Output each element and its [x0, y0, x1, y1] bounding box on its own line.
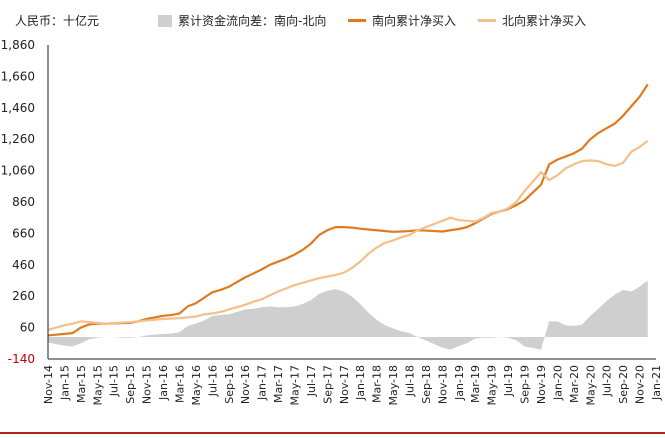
unit-label: 人民币：十亿元	[15, 14, 100, 28]
x-tick-label: Sep-15	[124, 365, 137, 404]
bottom-rule	[0, 432, 665, 434]
y-tick-label: 60	[20, 321, 35, 335]
x-tick-label: Nov-15	[141, 365, 154, 404]
x-tick-label: Nov-20	[634, 365, 647, 404]
y-tick-label: 1,260	[1, 132, 35, 146]
x-tick-label: Jul-19	[502, 365, 515, 397]
y-tick-label: 1,660	[1, 69, 35, 83]
x-tick-label: Sep-20	[617, 365, 630, 404]
northbound-line	[47, 139, 649, 332]
x-tick-label: Sep-16	[223, 365, 236, 404]
x-tick-label: Mar-17	[272, 365, 285, 403]
x-tick-label: Jan-17	[256, 365, 269, 401]
x-tick-label: Mar-20	[568, 365, 581, 403]
legend-item-difference: 累计资金流向差：南向-北向	[158, 12, 326, 29]
x-tick-label: May-18	[387, 365, 400, 406]
x-tick-label: Jan-20	[551, 365, 564, 401]
x-tick-label: Sep-18	[420, 365, 433, 404]
x-tick-label: Jul-17	[305, 365, 318, 397]
y-tick-label: 860	[12, 195, 35, 209]
x-tick-label: Jan-19	[453, 365, 466, 401]
legend-item-southbound: 南向累计净买入	[348, 12, 456, 29]
x-tick-label: Mar-18	[371, 365, 384, 403]
y-tick-label: 460	[12, 258, 35, 272]
y-tick-label: 1,860	[1, 38, 35, 52]
x-tick-label: Jan-15	[58, 365, 71, 401]
x-tick-label: Jul-18	[404, 365, 417, 397]
x-tick-label: May-17	[288, 365, 301, 406]
x-tick-label: Jul-15	[108, 365, 121, 397]
legend-swatch-northbound	[478, 19, 496, 22]
x-tick-label: Mar-16	[173, 365, 186, 403]
x-tick-label: Jul-20	[601, 365, 614, 397]
y-tick-label: 1,060	[1, 164, 35, 178]
x-tick-label: May-19	[486, 365, 499, 406]
legend-swatch-area	[158, 14, 172, 27]
legend-item-northbound: 北向累计净买入	[478, 12, 586, 29]
y-tick-label: 1,460	[1, 101, 35, 115]
x-tick-label: Nov-16	[239, 365, 252, 404]
x-tick-label: Mar-19	[469, 365, 482, 403]
x-tick-label: Sep-19	[519, 365, 532, 404]
legend-swatch-southbound	[348, 19, 366, 22]
legend-label-southbound: 南向累计净买入	[372, 14, 457, 28]
x-tick-label: May-15	[91, 365, 104, 406]
x-tick-label: Jul-16	[206, 365, 219, 397]
x-tick-label: Nov-18	[436, 365, 449, 404]
x-tick-label: Nov-17	[338, 365, 351, 404]
difference-area	[48, 280, 648, 350]
y-tick-label: -140	[8, 352, 35, 366]
x-tick-label: May-20	[584, 365, 597, 406]
x-tick-label: Mar-15	[75, 365, 88, 403]
x-tick-label: Jan-21	[650, 365, 663, 401]
y-tick-label: 660	[12, 226, 35, 240]
x-tick-label: Nov-14	[42, 365, 55, 404]
y-tick-label: 260	[12, 289, 35, 303]
x-tick-label: Sep-17	[321, 365, 334, 404]
x-tick-label: Nov-19	[535, 365, 548, 404]
legend-label-difference: 累计资金流向差：南向-北向	[178, 14, 327, 28]
legend-label-northbound: 北向累计净买入	[502, 14, 587, 28]
southbound-line	[47, 83, 649, 337]
x-tick-label: Jan-16	[157, 365, 170, 401]
x-tick-label: May-16	[190, 365, 203, 406]
x-tick-label: Jan-18	[354, 365, 367, 401]
